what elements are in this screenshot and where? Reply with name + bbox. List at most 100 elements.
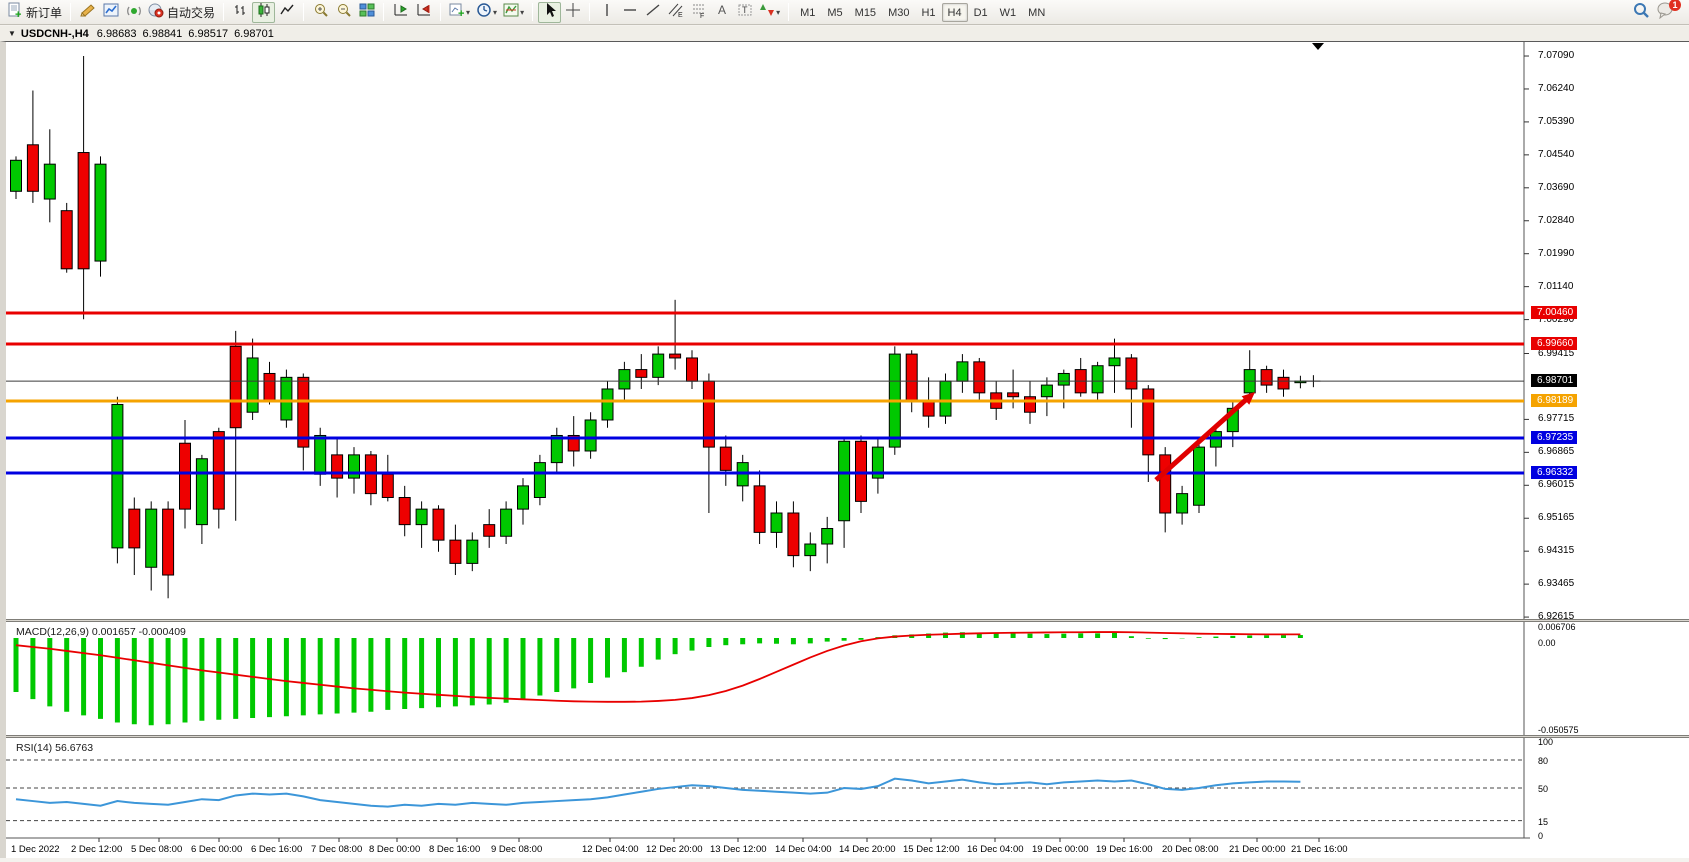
timeframe-button-MN[interactable]: MN [1028, 6, 1046, 19]
text-label-button[interactable]: T [733, 2, 756, 23]
timeframe-button-H4[interactable]: H4 [941, 2, 968, 22]
new-chart-icon: + [449, 2, 465, 23]
timeframe-button-D1[interactable]: D1 [973, 6, 988, 19]
candle-body [331, 454, 344, 479]
new-order-label: 新订单 [26, 5, 63, 20]
date-tick-label: 13 Dec 12:00 [710, 844, 767, 855]
ohlc-close: 6.98701 [234, 27, 274, 40]
price-badge: 6.98701 [1531, 374, 1578, 388]
candle-body [1193, 446, 1205, 506]
svg-text:T: T [742, 5, 748, 15]
zoom-out-button[interactable] [332, 2, 355, 23]
macd-signal-line [15, 631, 1301, 703]
trendline-button[interactable] [641, 2, 664, 23]
notifications-button[interactable]: 1 [1653, 0, 1681, 23]
line-chart-button[interactable] [275, 2, 298, 23]
toolbar-separator [223, 3, 225, 21]
chart-profile-icon [103, 2, 119, 23]
macd-axis-label: 0.00 [1538, 638, 1556, 648]
candle-body [10, 159, 22, 192]
candle-body [787, 512, 800, 557]
candle-body [43, 163, 56, 200]
svg-text:A: A [718, 3, 726, 17]
tile-windows-button[interactable] [355, 2, 378, 23]
panel-splitter[interactable] [6, 735, 1689, 738]
date-tick-label: 21 Dec 00:00 [1229, 844, 1286, 855]
crayon-button[interactable] [76, 2, 99, 23]
timeframe-button-M1[interactable]: M1 [800, 6, 816, 19]
date-tick-label: 14 Dec 04:00 [775, 844, 832, 855]
tile-windows-icon [359, 2, 375, 23]
chart-shift-button[interactable] [412, 2, 435, 23]
chevron-down-icon: ▾ [776, 7, 781, 17]
auto-scroll-icon [393, 2, 409, 23]
timeframe-button-H1[interactable]: H1 [921, 6, 936, 19]
new-chart-button[interactable]: + ▾ [446, 2, 473, 23]
price-chart-canvas [6, 42, 1530, 842]
candle-body [855, 440, 867, 502]
bar-chart-button[interactable] [229, 2, 252, 23]
candle-body [229, 345, 242, 429]
bar-chart-icon [233, 2, 249, 23]
date-tick-label: 8 Dec 00:00 [369, 844, 421, 855]
candle-body [449, 539, 462, 564]
svg-text:F: F [700, 13, 704, 18]
arrows-button[interactable]: ▾ [756, 2, 783, 23]
candle-body [939, 380, 952, 417]
channel-button[interactable]: E [664, 2, 687, 23]
candle-body [246, 357, 259, 413]
search-button[interactable] [1629, 2, 1653, 23]
date-tick-label: 1 Dec 2022 [11, 844, 60, 855]
candle-body [1142, 388, 1155, 456]
chart-area[interactable]: MACD(12,26,9) 0.001657 -0.000409 RSI(14)… [0, 41, 1689, 858]
text-button[interactable]: A [710, 2, 733, 23]
candle-body [162, 508, 175, 576]
crosshair-button[interactable] [561, 2, 584, 23]
candle-body [415, 508, 428, 526]
price-badge: 6.96332 [1531, 466, 1578, 479]
period-button[interactable]: ▾ [473, 2, 500, 23]
timeframe-button-M5[interactable]: M5 [827, 6, 843, 19]
toolbar-separator [532, 3, 534, 21]
cursor-button[interactable] [538, 1, 562, 23]
price-badge: 7.00460 [1531, 306, 1578, 319]
fibonacci-button[interactable]: F [687, 2, 710, 23]
candle-body [719, 446, 732, 471]
candle-body [905, 353, 918, 402]
crayon-icon [79, 2, 96, 23]
chart-menu-icon[interactable]: ▼ [8, 29, 16, 38]
timeframe-button-M15[interactable]: M15 [854, 6, 877, 19]
vertical-line-button[interactable] [595, 2, 618, 23]
price-tick-label: 6.92615 [1538, 611, 1575, 623]
price-tick-label: 6.94315 [1538, 545, 1575, 557]
chart-profile-button[interactable] [99, 2, 122, 23]
candle-body [871, 446, 884, 479]
candle-body [432, 508, 445, 541]
timeframe-button-M30[interactable]: M30 [888, 6, 910, 19]
template-button[interactable]: ▾ [500, 2, 527, 23]
ohlc-high: 6.98841 [142, 27, 183, 40]
candle-body [753, 485, 766, 533]
candle-body [500, 508, 513, 537]
date-tick-label: 20 Dec 08:00 [1162, 844, 1219, 855]
chart-shift-marker[interactable] [1312, 43, 1324, 50]
candle-body [26, 144, 39, 192]
new-order-button[interactable]: + 新订单 [4, 2, 65, 23]
candlestick-chart-button[interactable] [252, 1, 276, 23]
text-label-icon: T [737, 2, 753, 23]
line-chart-icon [279, 2, 295, 23]
macd-label: MACD(12,26,9) 0.001657 -0.000409 [16, 626, 186, 638]
signals-button[interactable] [122, 2, 145, 23]
period-icon [476, 2, 492, 23]
price-tick-label: 7.06240 [1538, 82, 1575, 94]
auto-scroll-button[interactable] [389, 2, 412, 23]
text-icon: A [714, 2, 730, 23]
timeframe-button-W1[interactable]: W1 [999, 6, 1017, 19]
zoom-in-button[interactable] [309, 2, 332, 23]
autotrading-button[interactable]: 自动交易 [145, 2, 218, 23]
candle-body [1277, 376, 1290, 390]
candle-body [483, 524, 496, 537]
panel-splitter[interactable] [6, 619, 1689, 622]
horizontal-line-button[interactable] [618, 2, 641, 23]
